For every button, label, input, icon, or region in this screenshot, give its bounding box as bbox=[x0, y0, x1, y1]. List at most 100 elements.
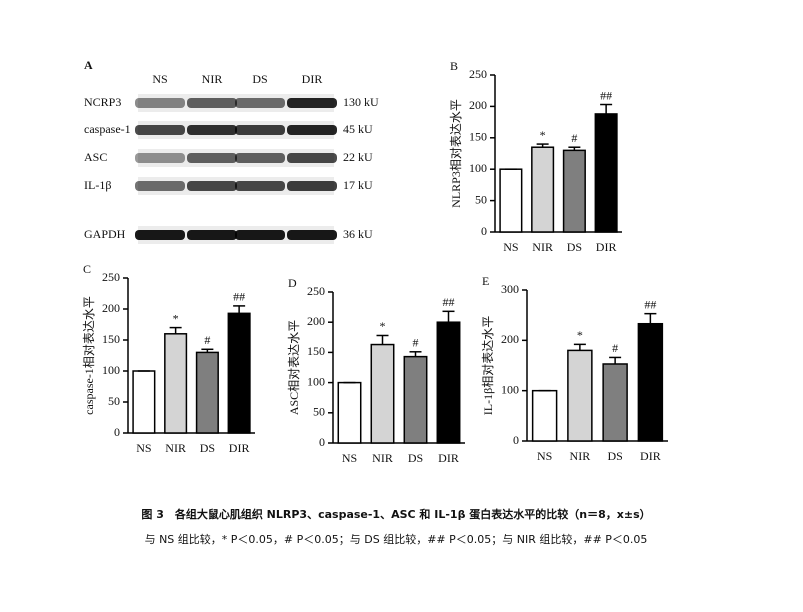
size-label: 22 kU bbox=[343, 150, 373, 164]
x-tick-label: NIR bbox=[165, 441, 186, 455]
y-tick-label: 250 bbox=[102, 270, 120, 284]
blot-band bbox=[135, 125, 185, 135]
blot-band bbox=[287, 153, 337, 163]
panel-label: E bbox=[482, 274, 489, 288]
bar bbox=[436, 321, 461, 444]
blot-band bbox=[135, 153, 185, 163]
x-tick-label: DIR bbox=[596, 240, 617, 254]
panel-label: D bbox=[288, 276, 297, 290]
size-label: 45 kU bbox=[343, 122, 373, 136]
y-tick-label: 50 bbox=[313, 405, 325, 419]
bar bbox=[562, 149, 586, 233]
y-tick-label: 0 bbox=[513, 433, 519, 447]
x-tick-label: DIR bbox=[438, 451, 459, 465]
significance: ## bbox=[443, 295, 455, 309]
bar bbox=[594, 113, 618, 233]
blot-band bbox=[135, 181, 185, 191]
row-label: IL-1β bbox=[84, 178, 111, 192]
blot-band bbox=[287, 181, 337, 191]
y-tick-label: 150 bbox=[102, 332, 120, 346]
y-tick-label: 100 bbox=[501, 382, 519, 396]
y-tick-label: 100 bbox=[307, 374, 325, 388]
x-tick-label: DS bbox=[607, 449, 622, 463]
lane-label: NS bbox=[152, 72, 167, 86]
blot-band bbox=[287, 230, 337, 240]
significance: * bbox=[380, 319, 386, 333]
y-axis-label: ASC相对表达水平 bbox=[287, 320, 301, 415]
significance: # bbox=[571, 131, 577, 145]
significance: ## bbox=[233, 290, 245, 304]
x-tick-label: DS bbox=[567, 240, 582, 254]
y-tick-label: 0 bbox=[319, 435, 325, 449]
y-tick-label: 150 bbox=[469, 130, 487, 144]
blot-band bbox=[235, 125, 285, 135]
x-tick-label: NS bbox=[503, 240, 518, 254]
y-tick-label: 200 bbox=[307, 314, 325, 328]
blot-band bbox=[287, 125, 337, 135]
y-axis-label: caspase-1相对表达水平 bbox=[82, 296, 96, 415]
x-tick-label: DIR bbox=[640, 449, 661, 463]
bar bbox=[531, 146, 555, 233]
y-tick-label: 0 bbox=[114, 425, 120, 439]
y-tick-label: 250 bbox=[469, 67, 487, 81]
bar bbox=[195, 351, 219, 434]
y-tick-label: 50 bbox=[475, 192, 487, 206]
significance: # bbox=[204, 333, 210, 347]
significance: # bbox=[413, 336, 419, 350]
row-label: caspase-1 bbox=[84, 122, 131, 136]
y-tick-label: 0 bbox=[481, 224, 487, 238]
x-tick-label: NS bbox=[537, 449, 552, 463]
lane-label: DS bbox=[252, 72, 267, 86]
lane-label: DIR bbox=[302, 72, 323, 86]
x-tick-label: NS bbox=[342, 451, 357, 465]
x-tick-label: DS bbox=[408, 451, 423, 465]
panel-label: C bbox=[83, 262, 91, 276]
size-label: 17 kU bbox=[343, 178, 373, 192]
bar bbox=[602, 363, 628, 442]
panel-label: B bbox=[450, 59, 458, 73]
significance: ## bbox=[600, 88, 612, 102]
y-tick-label: 300 bbox=[501, 282, 519, 296]
size-label: 36 kU bbox=[343, 227, 373, 241]
y-tick-label: 50 bbox=[108, 394, 120, 408]
significance: * bbox=[540, 128, 546, 142]
significance: * bbox=[173, 311, 179, 325]
significance: * bbox=[577, 328, 583, 342]
row-label: ASC bbox=[84, 150, 107, 164]
y-tick-label: 250 bbox=[307, 284, 325, 298]
blot-band bbox=[235, 98, 285, 108]
y-tick-label: 100 bbox=[469, 161, 487, 175]
x-tick-label: NIR bbox=[372, 451, 393, 465]
blot-band bbox=[135, 98, 185, 108]
blot-band bbox=[235, 181, 285, 191]
panel-label: A bbox=[84, 58, 93, 72]
bar bbox=[132, 370, 156, 434]
row-label: GAPDH bbox=[84, 227, 126, 241]
bar bbox=[227, 312, 251, 434]
blot-band bbox=[187, 153, 237, 163]
blot-band bbox=[187, 181, 237, 191]
blot-band bbox=[235, 230, 285, 240]
significance: # bbox=[612, 341, 618, 355]
bar bbox=[499, 168, 523, 233]
bar bbox=[164, 333, 188, 434]
blot-band bbox=[187, 98, 237, 108]
caption-note: 与 NS 组比较，* P＜0.05，# P＜0.05；与 DS 组比较，## P… bbox=[145, 532, 648, 546]
y-tick-label: 200 bbox=[501, 332, 519, 346]
lane-label: NIR bbox=[202, 72, 223, 86]
x-tick-label: DIR bbox=[229, 441, 250, 455]
bar bbox=[370, 343, 395, 444]
row-label: NCRP3 bbox=[84, 95, 121, 109]
bar bbox=[531, 389, 558, 442]
size-label: 130 kU bbox=[343, 95, 379, 109]
x-tick-label: NS bbox=[136, 441, 151, 455]
bar bbox=[337, 381, 362, 444]
blot-band bbox=[135, 230, 185, 240]
blot-band bbox=[187, 230, 237, 240]
y-tick-label: 200 bbox=[469, 98, 487, 112]
x-tick-label: NIR bbox=[570, 449, 591, 463]
x-tick-label: DS bbox=[200, 441, 215, 455]
x-tick-label: NIR bbox=[532, 240, 553, 254]
y-tick-label: 150 bbox=[307, 344, 325, 358]
